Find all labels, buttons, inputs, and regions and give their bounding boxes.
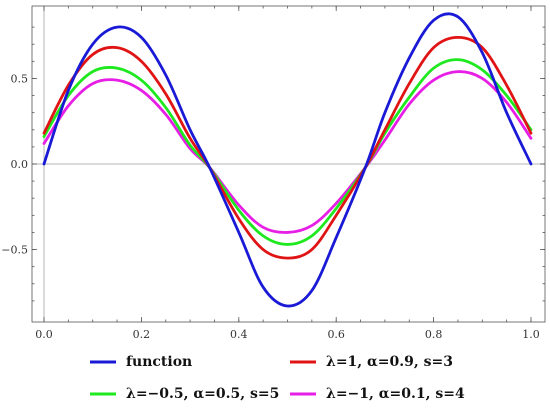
y-tick-label: 0.0 <box>11 158 29 171</box>
series-line-1 <box>42 12 533 308</box>
legend-label: function <box>126 354 192 370</box>
series-line-2 <box>42 35 533 260</box>
y-tick-label: 0.5 <box>11 72 29 85</box>
legend-label: λ=−0.5, α=0.5, s=5 <box>126 386 279 402</box>
legend: function λ=1, α=0.9, s=3 λ=−0.5, α=0.5, s=… <box>90 354 465 402</box>
x-tick-label: 0.2 <box>133 328 151 341</box>
x-tick-label: 1.0 <box>522 328 540 341</box>
x-tick-label: 0.6 <box>327 328 345 341</box>
series-line-3 <box>42 58 533 246</box>
series-line-4 <box>42 70 533 234</box>
legend-label: λ=1, α=0.9, s=3 <box>326 354 453 370</box>
x-tick-label: 0.0 <box>35 328 53 341</box>
legend-label: λ=−1, α=0.1, s=4 <box>326 386 465 402</box>
plot-area: 0.0 0.2 0.4 0.6 0.8 1.0 −0.5 0.0 0.5 <box>1 5 546 341</box>
x-tick-label: 0.8 <box>425 328 443 341</box>
y-tick-label: −0.5 <box>1 244 28 257</box>
x-tick-label: 0.4 <box>230 328 248 341</box>
